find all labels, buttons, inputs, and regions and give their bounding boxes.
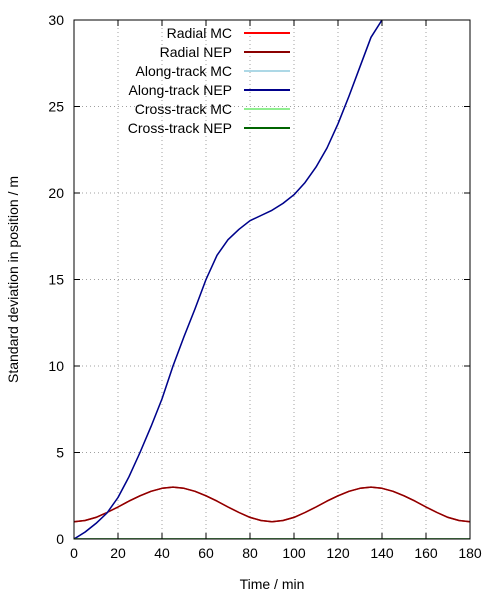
plot-series xyxy=(74,20,470,539)
legend-label-radial-nep: Radial NEP xyxy=(160,44,232,60)
legend-label-cross-track-mc: Cross-track MC xyxy=(135,101,232,117)
y-axis-label: Standard deviation in position / m xyxy=(5,176,21,383)
y-tick-label: 20 xyxy=(48,185,64,201)
legend-label-cross-track-nep: Cross-track NEP xyxy=(128,120,232,136)
y-tick-label: 0 xyxy=(56,531,64,547)
x-tick-label: 180 xyxy=(458,545,482,561)
legend-label-along-track-mc: Along-track MC xyxy=(136,63,232,79)
y-tick-label: 25 xyxy=(48,99,64,115)
axis-ticks: 0 20 40 60 80 100 120 140 160 180 0 5 10 15 20 25 30 xyxy=(48,12,481,561)
y-tick-label: 5 xyxy=(56,445,64,461)
x-tick-label: 40 xyxy=(154,545,170,561)
x-tick-label: 0 xyxy=(70,545,78,561)
y-tick-label: 15 xyxy=(48,272,64,288)
x-tick-label: 20 xyxy=(110,545,126,561)
x-tick-label: 100 xyxy=(282,545,306,561)
x-tick-label: 160 xyxy=(414,545,438,561)
legend-label-along-track-nep: Along-track NEP xyxy=(129,82,232,98)
x-tick-label: 140 xyxy=(370,545,394,561)
y-tick-label: 30 xyxy=(48,12,64,28)
series-line-along-track-nep xyxy=(74,20,383,539)
legend: Radial MC Radial NEP Along-track MC Along-t… xyxy=(128,25,290,136)
series-line-radial-mc xyxy=(74,486,470,523)
x-axis-label: Time / min xyxy=(240,576,305,592)
series-line-radial-nep xyxy=(74,486,470,523)
x-tick-label: 120 xyxy=(326,545,350,561)
grid xyxy=(74,20,470,539)
x-tick-label: 80 xyxy=(242,545,258,561)
legend-label-radial-mc: Radial MC xyxy=(167,25,232,41)
x-tick-label: 60 xyxy=(198,545,214,561)
y-tick-label: 10 xyxy=(48,358,64,374)
